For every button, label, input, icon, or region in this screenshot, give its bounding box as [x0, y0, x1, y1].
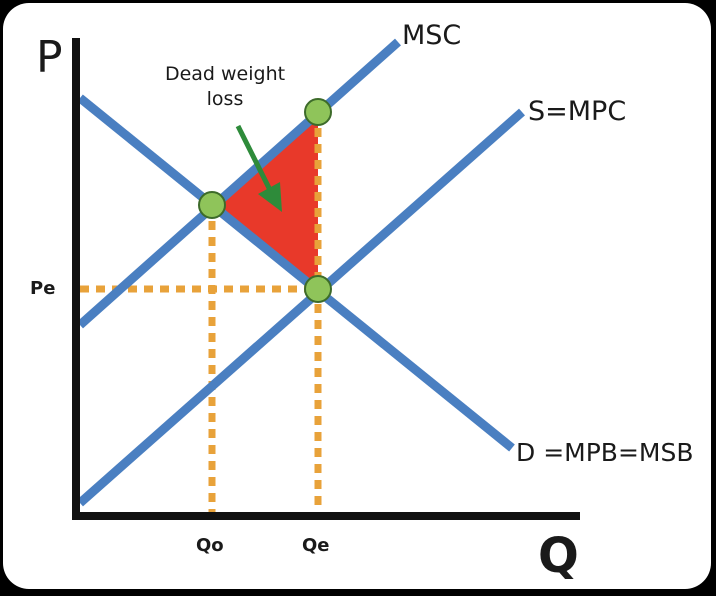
- msc-curve: [77, 38, 401, 329]
- msc-at-qe-point: [304, 98, 332, 126]
- y-axis-label: P: [36, 32, 63, 83]
- pe-tick-label: Pe: [30, 278, 56, 299]
- supply-label: S=MPC: [528, 96, 627, 127]
- demand-label: D =MPB=MSB: [516, 438, 694, 467]
- demand-curve: [77, 94, 515, 452]
- dwl-arrow-head: [258, 182, 282, 212]
- dwl-arrow-shaft: [235, 124, 273, 192]
- axes: [72, 38, 580, 520]
- qe-tick-label: Qe: [302, 535, 330, 556]
- x-axis-label: Q: [538, 528, 579, 584]
- msc-label: MSC: [402, 20, 462, 51]
- optimal-point: [198, 191, 226, 219]
- qo-tick-label: Qo: [196, 535, 224, 556]
- dead-weight-loss-label: Dead weight loss: [164, 63, 286, 110]
- board-background: [3, 3, 711, 589]
- dead-weight-loss-triangle: [212, 112, 318, 289]
- equilibrium-point: [304, 275, 332, 303]
- supply-curve: [77, 108, 525, 507]
